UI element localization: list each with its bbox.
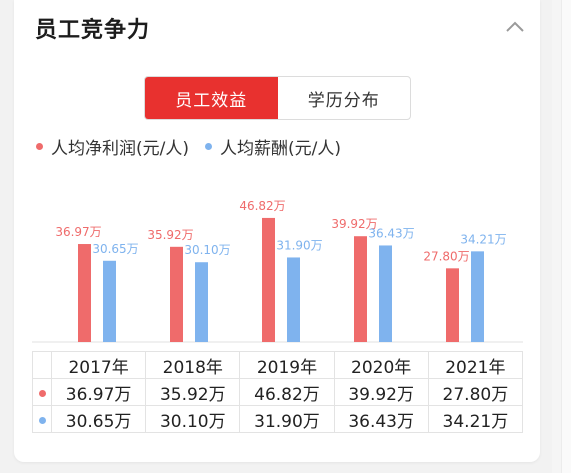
chevron-up-icon[interactable] (504, 16, 526, 38)
scroll-edge (561, 0, 571, 473)
tab-employee-benefit[interactable]: 员工效益 (145, 77, 278, 119)
bar-salary[interactable] (471, 251, 484, 342)
bar-profit[interactable] (354, 236, 367, 342)
bar-profit[interactable] (78, 244, 91, 342)
legend-item-salary[interactable]: 人均薪酬(元/人) (205, 134, 341, 159)
table-cell: 36.43万 (333, 405, 429, 433)
salary-dot (38, 417, 46, 424)
table-year-cell: 2020年 (333, 351, 429, 379)
table-cell: 34.21万 (427, 405, 524, 433)
data-label-salary: 30.65万 (92, 242, 138, 256)
chart-legend: 人均净利润(元/人) 人均薪酬(元/人) (36, 134, 341, 159)
table-corner-cell (32, 351, 52, 379)
legend-label-profit: 人均净利润(元/人) (51, 139, 189, 159)
table-cell: 46.82万 (239, 378, 335, 406)
data-label-salary: 31.90万 (276, 238, 322, 252)
data-label-profit: 27.80万 (423, 249, 469, 263)
legend-label-salary: 人均薪酬(元/人) (220, 139, 341, 159)
bar-salary[interactable] (103, 260, 116, 342)
legend-dot-profit (36, 143, 43, 150)
data-label-profit: 39.92万 (331, 217, 377, 231)
data-table: 2017年 2018年 2019年 2020年 2021年 36.97万 35.… (32, 351, 524, 433)
table-row-profit: 36.97万 35.92万 46.82万 39.92万 27.80万 (32, 378, 524, 406)
table-row-salary: 30.65万 30.10万 31.90万 36.43万 34.21万 (32, 405, 524, 433)
row-marker-profit (32, 378, 52, 406)
bar-salary[interactable] (287, 257, 300, 342)
bar-profit[interactable] (446, 268, 459, 342)
section-title: 员工竞争力 (35, 18, 151, 43)
data-label-salary: 34.21万 (460, 232, 506, 246)
legend-dot-salary (205, 143, 212, 150)
table-year-cell: 2017年 (50, 351, 147, 379)
table-cell: 39.92万 (333, 378, 429, 406)
table-cell: 30.65万 (50, 405, 147, 433)
bar-salary[interactable] (195, 262, 208, 342)
legend-item-profit[interactable]: 人均净利润(元/人) (36, 134, 189, 159)
table-cell: 35.92万 (145, 378, 241, 406)
tab-switcher: 员工效益 学历分布 (144, 76, 411, 120)
tab-education-distribution[interactable]: 学历分布 (307, 90, 380, 111)
data-label-salary: 30.10万 (184, 243, 230, 257)
data-label-profit: 46.82万 (239, 199, 285, 213)
table-year-cell: 2019年 (239, 351, 335, 379)
table-cell: 36.97万 (50, 378, 147, 406)
table-cell: 27.80万 (427, 378, 524, 406)
table-header-row: 2017年 2018年 2019年 2020年 2021年 (32, 351, 524, 379)
row-marker-salary (32, 405, 52, 433)
table-cell: 30.10万 (145, 405, 241, 433)
employee-competitiveness-card: 员工竞争力 员工效益 学历分布 人均净利润(元/人) 人均薪酬(元/人) 36.… (14, 0, 540, 462)
data-label-profit: 35.92万 (147, 228, 193, 242)
data-label-profit: 36.97万 (55, 225, 101, 239)
bar-profit[interactable] (262, 217, 275, 342)
bar-salary[interactable] (379, 245, 392, 342)
data-label-salary: 36.43万 (368, 226, 414, 240)
bar-profit[interactable] (170, 246, 183, 342)
table-cell: 31.90万 (239, 405, 335, 433)
profit-dot (38, 390, 46, 397)
table-year-cell: 2021年 (427, 351, 524, 379)
table-year-cell: 2018年 (145, 351, 241, 379)
